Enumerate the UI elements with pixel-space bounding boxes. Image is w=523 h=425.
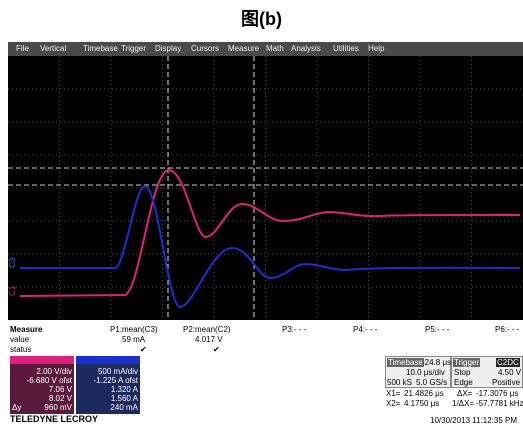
channel-dy: 240 mA <box>76 403 138 412</box>
channel-offset: -1.225 A ofst <box>76 376 138 385</box>
scope-screen: C3 C1 <box>8 56 523 320</box>
param-value: 4.017 V <box>195 335 223 344</box>
trigger-label: Trigger <box>453 358 480 367</box>
cursor-value: -17.3076 μs <box>476 389 518 398</box>
cursor-value: -57.7781 kHz <box>476 399 523 408</box>
channel-y2: 8.02 V <box>10 394 72 403</box>
channel-y1: 7.06 V <box>10 385 72 394</box>
trigger-level: 4.50 V <box>498 368 521 377</box>
timebase-samples: 500 kS <box>387 378 412 387</box>
channel-dy-label: Δy <box>12 403 21 412</box>
menu-item[interactable]: Trigger <box>121 44 146 53</box>
menu-item[interactable]: Vertical <box>40 44 66 53</box>
page: 图(b) FileVerticalTimebaseTriggerDisplayC… <box>0 0 523 425</box>
param-value: 59 mA <box>122 335 145 344</box>
channel-scale: 500 mA/div <box>76 367 138 376</box>
menu-item[interactable]: Help <box>368 44 384 53</box>
cursor-label: X1= <box>386 389 400 398</box>
trace-label: C3 <box>8 257 17 268</box>
timestamp: 10/30/2013 11:12:35 PM <box>430 416 517 425</box>
brand: TELEDYNE LECROY <box>10 415 98 424</box>
channel-header <box>76 356 140 364</box>
param-status: ✔ <box>140 345 147 354</box>
channel-scale: 2.00 V/div <box>10 367 72 376</box>
menu-item[interactable]: Display <box>155 44 181 53</box>
title: 图(b) <box>0 8 523 30</box>
cursor-label: X2= <box>386 399 400 408</box>
param-name: P6:- - - <box>495 325 519 334</box>
param-name: P1:mean(C3) <box>110 325 158 334</box>
param-name: P2:mean(C2) <box>183 325 231 334</box>
cursor-value: 21.4826 μs <box>404 389 444 398</box>
menu-item[interactable]: Utilities <box>333 44 359 53</box>
menu-item[interactable]: File <box>16 44 29 53</box>
trigger-mode: Stop <box>454 368 470 377</box>
channel-y1: 1.320 A <box>76 385 138 394</box>
timebase-rate: 5.0 GS/s <box>416 378 447 387</box>
param-status: ✔ <box>213 345 220 354</box>
cursor-label: ΔX= <box>457 389 472 398</box>
param-name: P4:- - - <box>353 325 377 334</box>
trigger-slope: Positive <box>492 378 520 387</box>
timebase-delay: -24.8 μs <box>422 358 451 367</box>
timebase-per-div: 10.0 μs/div <box>406 368 445 377</box>
cursor-value: 4.1750 μs <box>404 399 439 408</box>
menu-item[interactable]: Timebase <box>83 44 118 53</box>
param-name: P3:- - - <box>282 325 306 334</box>
measure-row-label: Measure <box>10 325 42 334</box>
measure-row-label: value <box>10 335 29 344</box>
menu-item[interactable]: Cursors <box>191 44 219 53</box>
trace-label: C1 <box>8 285 17 296</box>
timebase-label: Timebase <box>387 358 424 367</box>
channel-y2: 1.560 A <box>76 394 138 403</box>
trigger-box: Trigger C2DC Stop 4.50 V Edge Positive <box>451 356 523 388</box>
cursor-label: 1/ΔX= <box>452 399 474 408</box>
menu-item[interactable]: Measure <box>228 44 259 53</box>
param-name: P5:- - - <box>425 325 449 334</box>
channel-header <box>10 356 74 364</box>
trigger-source: C2DC <box>496 358 520 367</box>
measure-row-label: status <box>10 345 31 354</box>
menu-item[interactable]: Analysis <box>291 44 321 53</box>
trigger-type: Edge <box>454 378 473 387</box>
channel-offset: -6.680 V ofst <box>10 376 72 385</box>
menu-item[interactable]: Math <box>266 44 284 53</box>
